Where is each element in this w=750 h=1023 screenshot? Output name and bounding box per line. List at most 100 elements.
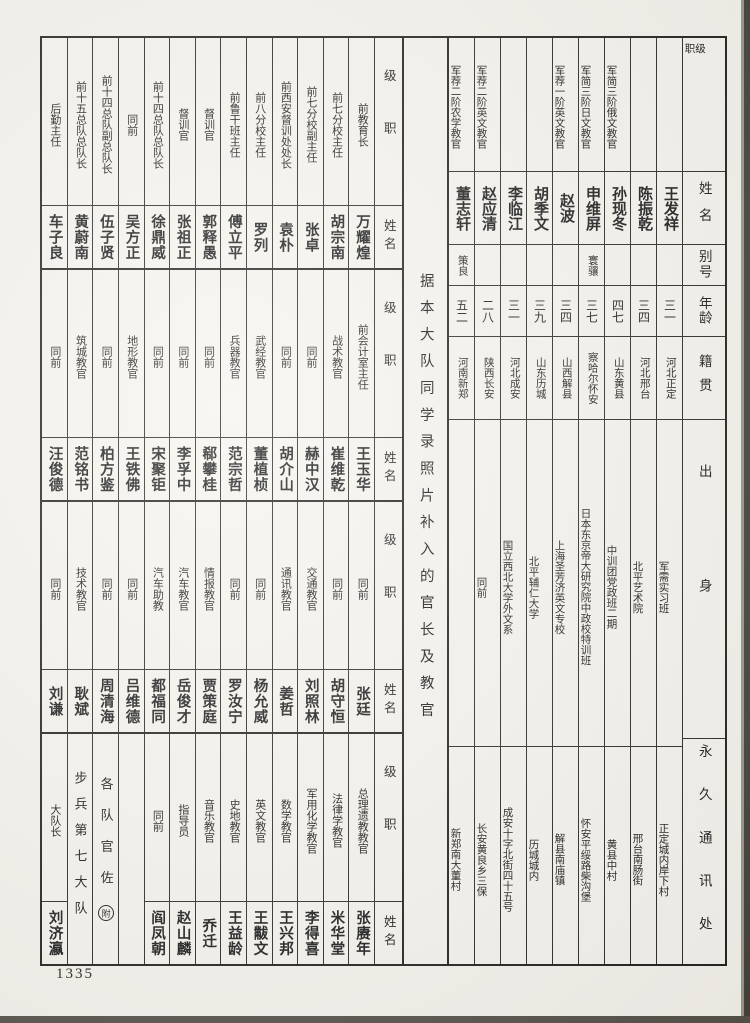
entry-rank-cell: 音乐教官 [196, 734, 221, 901]
entry-column: 情报教官 贾策庭 [194, 502, 221, 732]
entry-name-text: 罗列 [251, 221, 268, 253]
entry-column: 同前 胡守恒 [322, 502, 349, 732]
strip-header-rank-text: 级职 [381, 69, 396, 174]
entry-name-text: 范宗哲 [225, 445, 242, 493]
alias-cell [605, 245, 630, 286]
entry-column: 同前 胡介山 [271, 270, 298, 500]
entry-name-text: 赫中汉 [302, 445, 319, 493]
entry-name-cell: 张祖正 [170, 205, 195, 268]
entry-rank-text: 总理遗教教官 [356, 787, 369, 854]
native-cell: 河南新郑 [449, 337, 474, 420]
entry-name-cell: 胡宗南 [323, 205, 349, 268]
entry-name-cell: 董植桢 [246, 437, 272, 500]
name-cell-text: 王发祥 [662, 185, 678, 231]
entry-name-cell: 吕维德 [118, 669, 144, 732]
header-native-cell: 籍贯 [683, 337, 725, 420]
strip-header-column: 级职 姓名 [374, 270, 402, 500]
entry-column: 技术教官 耿斌 [66, 502, 93, 732]
entry-rank-text: 数学教官 [279, 798, 292, 843]
entry-name-cell: 宋聚钜 [144, 437, 170, 500]
entry-name-text: 董植桢 [251, 445, 268, 493]
entry-rank-text: 同前 [253, 577, 266, 600]
entry-rank-text: 英文教官 [253, 798, 266, 843]
address-cell-text: 新郑南大董村 [449, 828, 461, 891]
entry-rank-text: 前鲁干班主任 [228, 91, 241, 158]
name-cell: 赵波 [553, 172, 578, 245]
entry-rank-cell: 兵器教官 [221, 270, 246, 437]
person-column: 军简三阶日文教官 申维屏 寰骧 三七 察哈尔怀安 日本东京帝大研究院中政校特训班 怀安平绥路… [578, 38, 604, 964]
entry-rank-cell: 同前 [93, 502, 118, 669]
entry-rank-cell: 英文教官 [247, 734, 272, 901]
entry-column: 交通教官 刘照林 [297, 502, 323, 732]
entry-column: 数学教官 王兴邦 [271, 734, 298, 964]
entry-column: 前七分校主任 胡宗南 [322, 38, 349, 268]
header-address-cell: 永久通讯处 [696, 743, 712, 960]
native-cell-text: 河南新郑 [456, 357, 468, 399]
entry-column: 大队长 刘济瀛 [42, 734, 67, 964]
entry-rank-text: 同前 [100, 345, 113, 368]
entry-name-cell: 傅立平 [221, 205, 246, 268]
entry-name-text: 乔迁 [200, 917, 217, 949]
name-cell-text: 赵应清 [480, 185, 496, 231]
entry-name-text: 崔维乾 [328, 445, 345, 493]
entry-rank-cell: 前十四总队总队长 [145, 38, 170, 205]
entry-name-text: 王铁佛 [123, 445, 140, 493]
name-cell: 董志轩 [449, 172, 474, 245]
name-cell-text: 申维屏 [584, 185, 600, 231]
entry-name-cell: 胡守恒 [323, 669, 349, 732]
entry-name-cell: 岳俊才 [170, 669, 195, 732]
entry-rank-text: 兵器教官 [228, 334, 241, 379]
age-cell-text: 二八 [480, 299, 495, 323]
entry-column: 法律学教官 米华堂 [322, 734, 349, 964]
native-cell: 山东黄县 [605, 337, 630, 420]
entry-name-cell: 王黻文 [246, 901, 272, 964]
age-cell: 二八 [475, 286, 500, 337]
entry-rank-text: 同前 [48, 345, 61, 368]
strip-header-name-text: 姓名 [381, 914, 396, 952]
strip-header-name-text: 姓名 [381, 450, 396, 488]
entry-rank-cell: 地形教官 [119, 270, 144, 437]
entry-name-cell: 贾策庭 [195, 669, 221, 732]
entry-rank-text: 同前 [151, 809, 164, 832]
entry-rank-cell: 后勤主任 [42, 38, 67, 205]
entry-rank-cell: 汽车教官 [170, 502, 195, 669]
address-cell: 成安十字北街四十五号 [501, 747, 526, 964]
entry-name-cell: 赫中汉 [298, 437, 323, 500]
strip-header-name-cell: 姓名 [375, 205, 402, 268]
entry-rank-text: 汽车助教 [151, 566, 164, 611]
scan-edge-right [741, 0, 750, 1023]
origin-cell-text: 军需实习班 [657, 560, 669, 614]
entry-rank-text: 指导员 [176, 804, 189, 837]
origin-cell: 北平艺术院 [631, 420, 656, 747]
page-number: 1335 [56, 966, 94, 982]
strip-1: 级职 姓名 前教育长 万耀煌 前七分校主任 胡宗南 前七分校副主任 张卓 前西安督训处处长 袁朴前… [42, 38, 402, 270]
entry-name-text: 郗攀桂 [200, 445, 217, 493]
age-cell-text: 三四 [636, 299, 651, 323]
entry-rank-text: 同前 [176, 345, 189, 368]
entry-name-cell: 罗汝宁 [221, 669, 246, 732]
entry-rank-cell: 同前 [298, 270, 323, 437]
entry-name-cell: 赵山麟 [170, 901, 195, 964]
entry-column: 筑城教官 范铭书 [66, 270, 93, 500]
origin-cell: 日本东京帝大研究院中政校特训班 [579, 420, 604, 747]
entry-name-text: 王兴邦 [277, 909, 294, 957]
entry-rank-text: 武经教官 [253, 334, 266, 379]
native-cell: 河北正定 [657, 337, 682, 420]
alias-cell-text: 寰骧 [586, 254, 598, 276]
entry-name-cell: 范铭书 [67, 437, 93, 500]
person-column: 陈振乾 三四 河北邢台 北平艺术院 邢台南肠街 [630, 38, 656, 964]
entry-rank-text: 同前 [228, 577, 241, 600]
age-cell: 三四 [631, 286, 656, 337]
name-cell-text: 赵波 [558, 193, 574, 223]
entry-name-text: 郭释愚 [200, 213, 217, 261]
name-cell-text: 陈振乾 [636, 185, 652, 231]
right-table: 级职 姓名 别号 年龄 籍贯 出身 永久通讯处 王发祥 三一 河北正定 军需实习班 正定… [449, 38, 725, 964]
entry-rank-cell: 史地教官 [221, 734, 246, 901]
entry-rank-cell: 前会计室主任 [349, 270, 374, 437]
middle-note-column: 据本大队同学录照片补入的官长及教官 [404, 38, 449, 964]
entry-column: 同前 宋聚钜 [143, 270, 170, 500]
native-cell: 察哈尔怀安 [579, 337, 604, 420]
entry-name-cell: 郗攀桂 [195, 437, 221, 500]
entry-name-cell: 万耀煌 [349, 205, 374, 268]
entry-rank-text: 前七分校主任 [330, 91, 343, 158]
